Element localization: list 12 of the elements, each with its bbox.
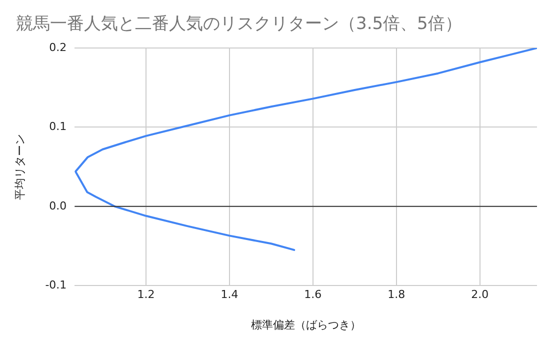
y-tick-label: -0.1 [45,278,67,292]
x-axis-title: 標準偏差（ばらつき） [250,318,361,332]
x-tick-label: 1.8 [388,288,406,302]
chart-title: 競馬一番人気と二番人気のリスクリターン（3.5倍、5倍） [16,13,462,35]
y-axis-title: 平均リターン [13,134,26,200]
x-tick-label: 1.2 [137,288,155,302]
x-tick-label: 2.0 [471,288,489,302]
x-tick-label: 1.4 [220,288,238,302]
x-tick-label: 1.6 [304,288,322,302]
y-tick-label: 0.0 [49,199,67,212]
y-tick-label: 0.2 [49,40,67,54]
y-tick-label: 0.1 [49,120,67,134]
